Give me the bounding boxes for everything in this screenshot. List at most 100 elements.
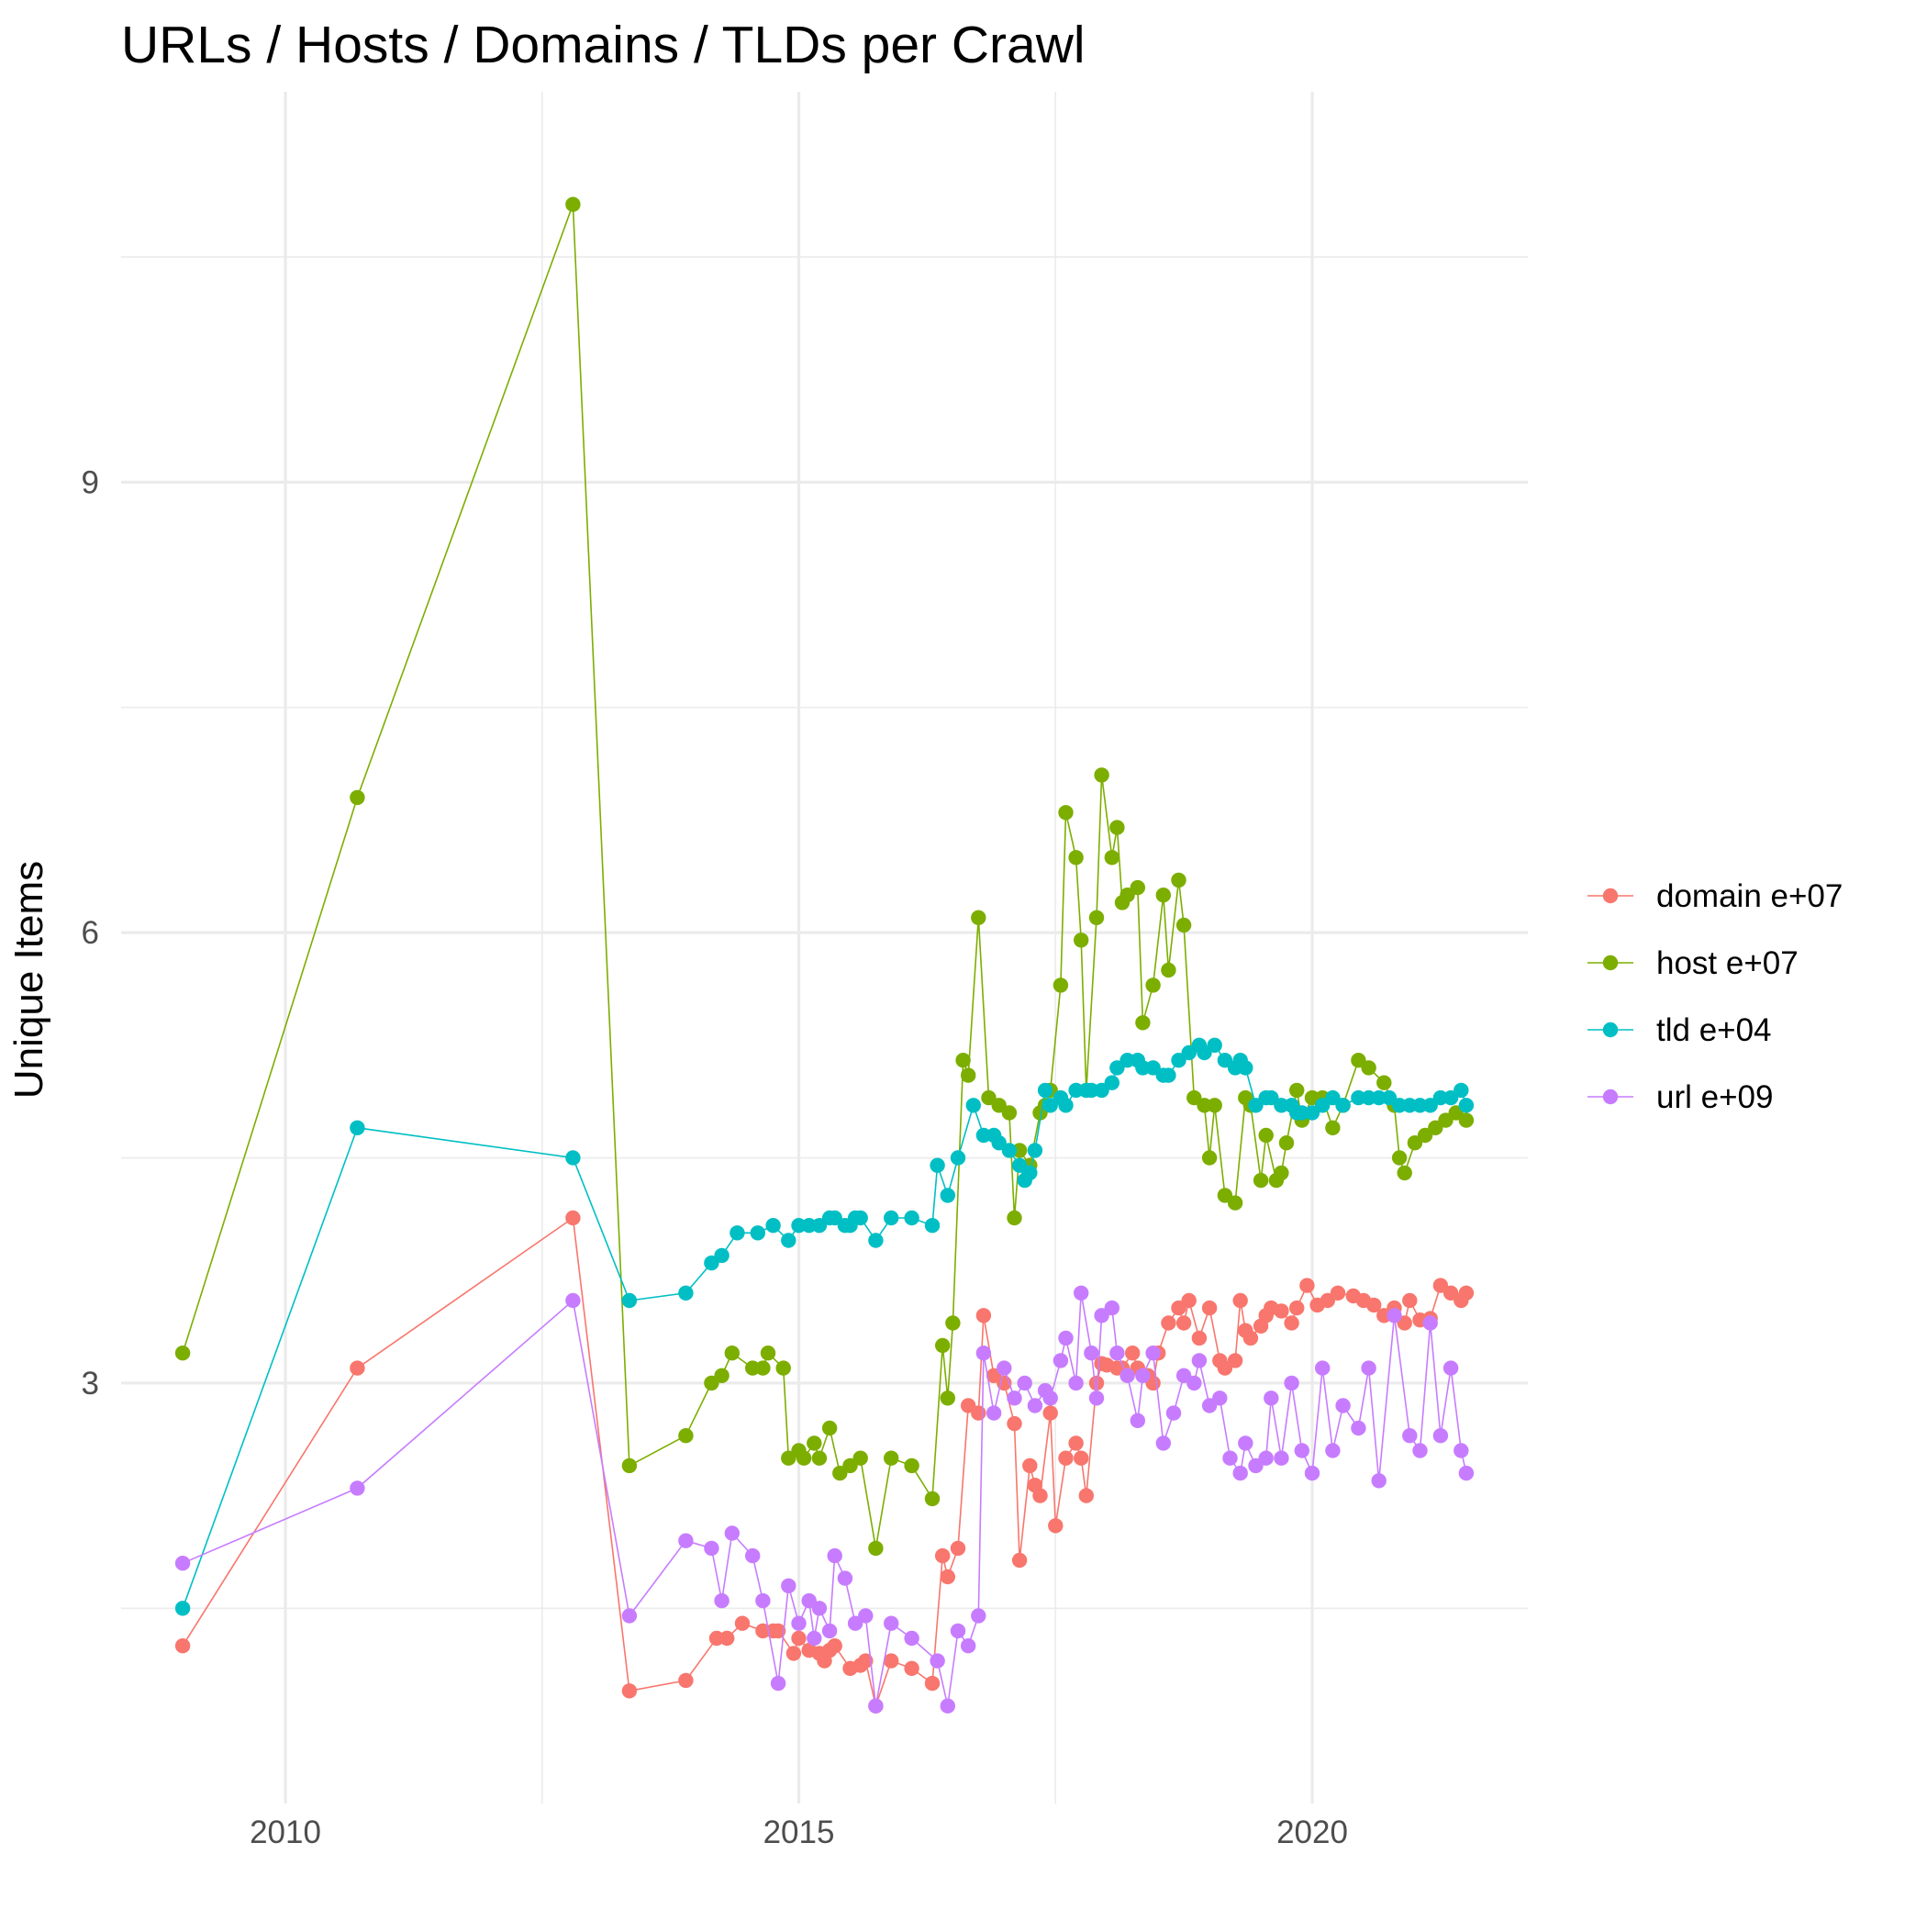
data-point bbox=[1242, 1330, 1259, 1346]
data-point bbox=[945, 1315, 961, 1331]
data-point bbox=[1088, 910, 1105, 925]
data-point bbox=[1422, 1315, 1438, 1331]
data-point bbox=[1058, 1330, 1074, 1346]
data-point bbox=[965, 1098, 982, 1113]
data-point bbox=[1391, 1150, 1408, 1166]
data-point bbox=[1191, 1330, 1208, 1346]
data-point bbox=[1109, 1346, 1125, 1361]
data-point bbox=[724, 1346, 740, 1361]
data-point bbox=[781, 1578, 796, 1594]
data-point bbox=[971, 1405, 986, 1421]
data-point bbox=[827, 1638, 842, 1654]
data-point bbox=[745, 1547, 761, 1564]
data-point bbox=[884, 1210, 899, 1226]
data-point bbox=[1212, 1390, 1228, 1406]
data-point bbox=[884, 1450, 899, 1466]
data-point bbox=[1366, 1297, 1382, 1313]
data-point bbox=[714, 1247, 730, 1264]
data-point bbox=[678, 1533, 694, 1548]
data-point bbox=[961, 1638, 976, 1654]
legend-label: host e+07 bbox=[1656, 945, 1799, 981]
data-point bbox=[884, 1653, 899, 1669]
data-point bbox=[565, 1150, 581, 1166]
data-point bbox=[1304, 1465, 1320, 1481]
data-point bbox=[1315, 1360, 1331, 1376]
data-point bbox=[791, 1615, 807, 1631]
data-point bbox=[1258, 1127, 1274, 1144]
data-point bbox=[791, 1630, 807, 1647]
data-point bbox=[975, 1346, 992, 1361]
data-point bbox=[1376, 1075, 1392, 1090]
data-point bbox=[565, 196, 581, 212]
data-point bbox=[1109, 820, 1125, 835]
data-point bbox=[868, 1233, 884, 1248]
data-point bbox=[827, 1547, 842, 1564]
series-group bbox=[174, 196, 1475, 1557]
data-point bbox=[1161, 1315, 1176, 1331]
legend-key-point bbox=[1602, 1089, 1619, 1105]
data-point bbox=[904, 1210, 919, 1226]
data-point bbox=[924, 1675, 941, 1692]
data-point bbox=[1068, 1375, 1084, 1391]
data-point bbox=[1458, 1285, 1475, 1301]
data-point bbox=[1104, 1300, 1120, 1316]
data-point bbox=[1191, 1353, 1208, 1368]
data-point bbox=[1088, 1375, 1105, 1391]
data-point bbox=[1289, 1300, 1305, 1316]
data-point bbox=[940, 1390, 956, 1406]
data-point bbox=[1264, 1390, 1279, 1406]
data-point bbox=[1042, 1405, 1058, 1421]
data-point bbox=[1253, 1172, 1269, 1189]
data-point bbox=[775, 1360, 791, 1376]
data-point bbox=[1125, 1346, 1141, 1361]
data-point bbox=[1458, 1465, 1475, 1481]
data-point bbox=[1022, 1165, 1038, 1181]
data-point bbox=[1361, 1360, 1376, 1376]
x-tick-label: 2015 bbox=[763, 1815, 835, 1850]
data-point bbox=[1068, 1435, 1084, 1451]
data-point bbox=[1011, 1552, 1028, 1569]
data-point bbox=[1145, 977, 1161, 993]
data-point bbox=[1104, 850, 1120, 865]
data-point bbox=[940, 1569, 956, 1585]
y-tick-label: 6 bbox=[82, 915, 99, 951]
data-point bbox=[174, 1346, 191, 1361]
data-point bbox=[1155, 888, 1172, 903]
data-point bbox=[1371, 1473, 1387, 1489]
series-layer bbox=[174, 196, 1475, 1714]
data-point bbox=[1351, 1420, 1366, 1436]
data-point bbox=[1335, 1398, 1351, 1413]
data-point bbox=[714, 1368, 730, 1384]
data-point bbox=[1088, 1390, 1105, 1406]
data-point bbox=[1068, 850, 1084, 865]
data-point bbox=[924, 1491, 941, 1507]
data-point bbox=[1454, 1443, 1469, 1458]
data-point bbox=[868, 1698, 884, 1714]
data-point bbox=[1397, 1165, 1412, 1181]
data-point bbox=[785, 1646, 802, 1661]
legend-label: url e+09 bbox=[1656, 1079, 1773, 1115]
data-point bbox=[1274, 1450, 1289, 1466]
data-point bbox=[1175, 1315, 1192, 1331]
data-point bbox=[755, 1592, 771, 1609]
data-point bbox=[1274, 1303, 1289, 1319]
data-point bbox=[174, 1556, 191, 1571]
data-point bbox=[781, 1233, 796, 1248]
data-point bbox=[1175, 917, 1192, 933]
data-point bbox=[678, 1428, 694, 1444]
axis-labels: 3 6 9 2010 2015 2020 bbox=[82, 464, 1348, 1850]
data-point bbox=[858, 1608, 874, 1624]
data-point bbox=[1074, 1450, 1089, 1466]
data-point bbox=[734, 1615, 751, 1631]
legend: domain e+07 host e+07 tld e+04 url e+09 bbox=[1587, 878, 1843, 1115]
data-point bbox=[678, 1672, 694, 1689]
data-point bbox=[1454, 1082, 1469, 1099]
data-point bbox=[1284, 1375, 1299, 1391]
data-point bbox=[1161, 962, 1176, 978]
data-point bbox=[1238, 1060, 1253, 1076]
data-point bbox=[1027, 1398, 1043, 1413]
data-point bbox=[621, 1457, 638, 1474]
data-point bbox=[174, 1601, 191, 1616]
data-point bbox=[621, 1683, 638, 1699]
